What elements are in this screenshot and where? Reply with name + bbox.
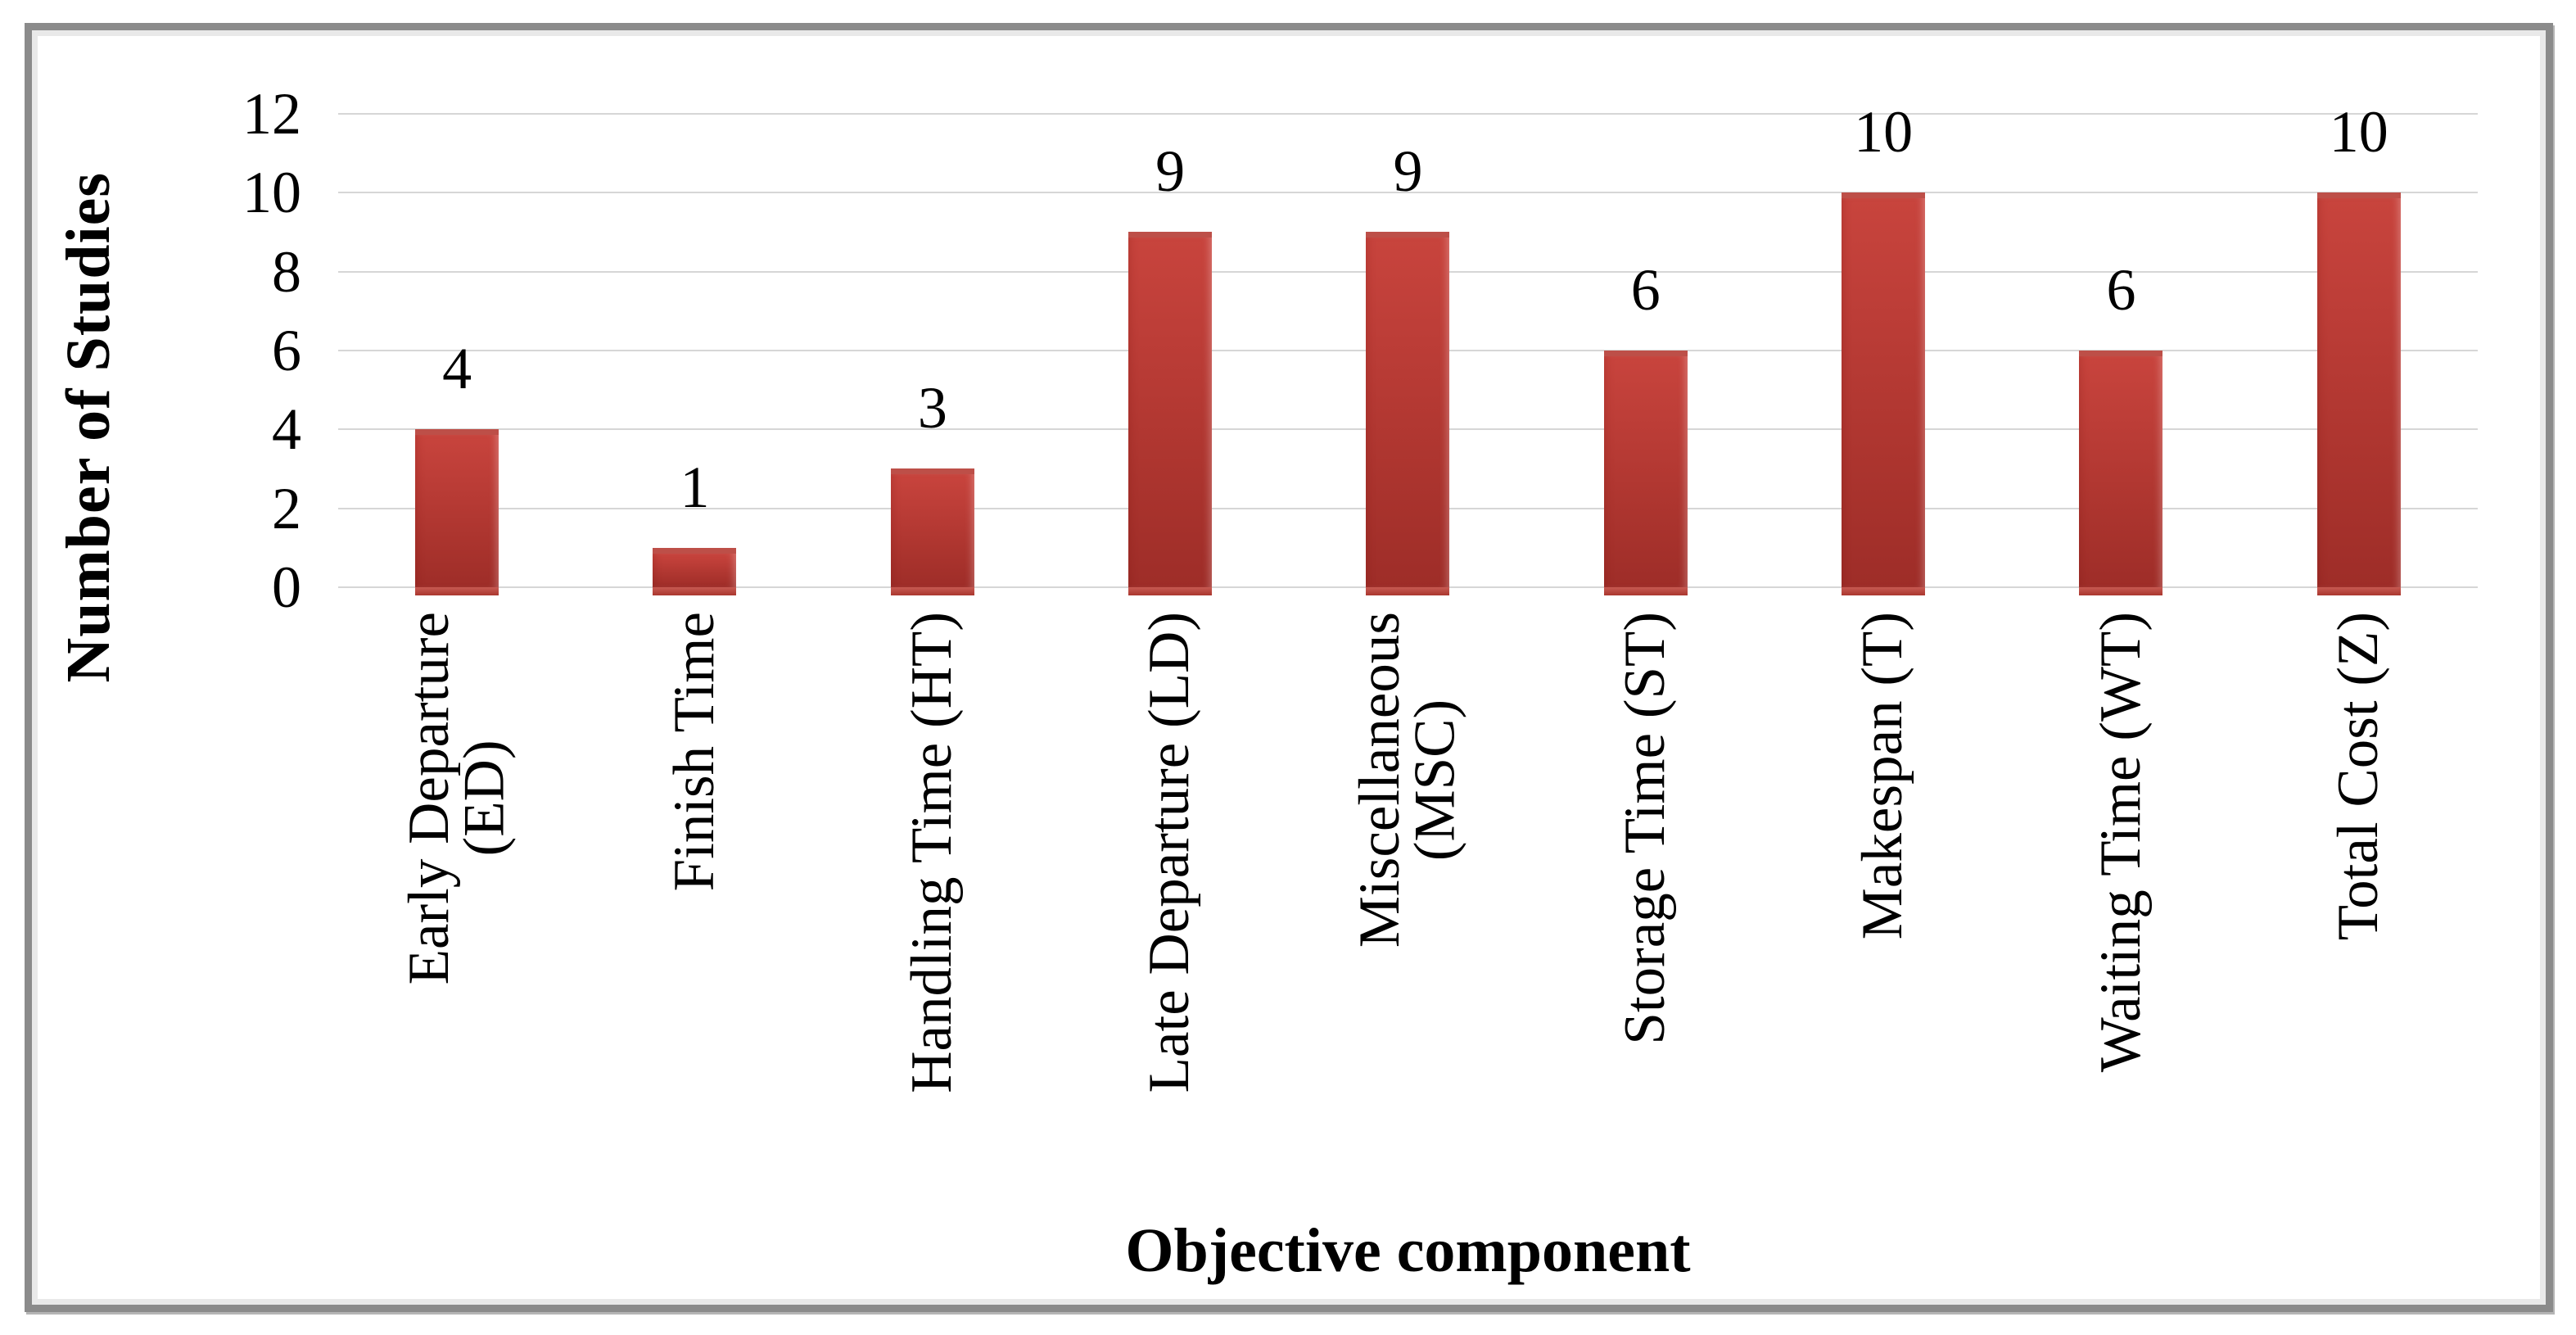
- bar: [1603, 351, 1688, 595]
- bar: [890, 468, 974, 595]
- bar-value-label: 9: [1393, 138, 1423, 204]
- x-category-label: Storage Time (ST): [1613, 612, 1678, 1045]
- x-label-slot: Miscellaneous (MSC): [1289, 612, 1526, 948]
- bar: [1842, 192, 1926, 595]
- bar-column: 9: [1289, 114, 1526, 595]
- bar-value-label: 3: [917, 375, 947, 441]
- gridline-12: [338, 113, 2478, 115]
- x-category-label: Late Departure (LD): [1137, 612, 1202, 1093]
- bars-layer: 4 1 3 9 9 6 10 6 10: [338, 102, 2478, 595]
- x-label-slot: Finish Time: [576, 612, 813, 891]
- bar-column: 9: [1051, 114, 1289, 595]
- x-category-label: Miscellaneous (MSC): [1348, 612, 1467, 948]
- y-tick-label-6: 6: [272, 318, 301, 383]
- x-label-slot: Early Departure (ED): [338, 612, 576, 984]
- x-label-slot: Total Cost (Z): [2240, 612, 2478, 940]
- x-label-slot: Storage Time (ST): [1527, 612, 1765, 1045]
- bar-value-label: 4: [442, 336, 472, 401]
- y-tick-label-4: 4: [272, 396, 301, 463]
- x-category-label: Early Departure (ED): [396, 612, 517, 985]
- bar-column: 1: [576, 114, 813, 595]
- chart-frame: Number of Studies 4 1 3 9 9 6 10 6 10 0 2 4 6 8 10 12 …: [25, 23, 2553, 1312]
- bar: [1366, 232, 1450, 595]
- bar-chart: Number of Studies 4 1 3 9 9 6 10 6 10 0 2 4 6 8 10 12 …: [32, 30, 2546, 1305]
- y-axis-title-box: Number of Studies: [43, 112, 133, 743]
- bar: [653, 548, 737, 595]
- bar-column: 10: [1765, 102, 2002, 595]
- x-category-label: Finish Time: [662, 612, 726, 892]
- x-label-slot: Makespan (T): [1765, 612, 2002, 939]
- bar: [2079, 351, 2163, 595]
- x-label-slot: Late Departure (LD): [1051, 612, 1289, 1093]
- x-label-slot: Handling Time (HT): [814, 612, 1051, 1093]
- x-category-label: Makespan (T): [1851, 612, 1915, 940]
- y-axis-title: Number of Studies: [53, 172, 123, 683]
- x-category-label: Total Cost (Z): [2326, 612, 2391, 941]
- bar-column: 4: [338, 114, 576, 595]
- y-tick-label-12: 12: [242, 81, 301, 147]
- bar-column: 6: [2002, 114, 2239, 595]
- bar: [2316, 192, 2401, 595]
- plot-area: 4 1 3 9 9 6 10 6 10: [338, 102, 2478, 595]
- x-label-slot: Waiting Time (WT): [2002, 612, 2239, 1072]
- bar-value-label: 6: [1630, 257, 1661, 323]
- bar: [1128, 232, 1213, 595]
- y-tick-label-0: 0: [272, 554, 301, 620]
- bar-value-label: 10: [1854, 99, 1914, 165]
- bar-value-label: 1: [680, 455, 710, 520]
- bar-column: 6: [1527, 114, 1765, 595]
- gridline-10: [338, 192, 2478, 194]
- y-tick-label-10: 10: [242, 160, 301, 226]
- x-axis-title: Objective component: [1125, 1216, 1691, 1285]
- x-category-label: Handling Time (HT): [900, 612, 965, 1093]
- bar-value-label: 9: [1155, 138, 1186, 204]
- bar: [415, 429, 499, 595]
- bar-value-label: 6: [2106, 257, 2136, 323]
- y-tick-label-2: 2: [272, 475, 301, 541]
- bar-value-label: 10: [2329, 99, 2388, 165]
- x-category-labels: Early Departure (ED) Finish Time Handling …: [338, 587, 2478, 1193]
- bar-column: 3: [814, 114, 1051, 595]
- x-category-label: Waiting Time (WT): [2088, 612, 2153, 1073]
- y-tick-label-8: 8: [272, 238, 301, 305]
- bar-column: 10: [2240, 102, 2478, 595]
